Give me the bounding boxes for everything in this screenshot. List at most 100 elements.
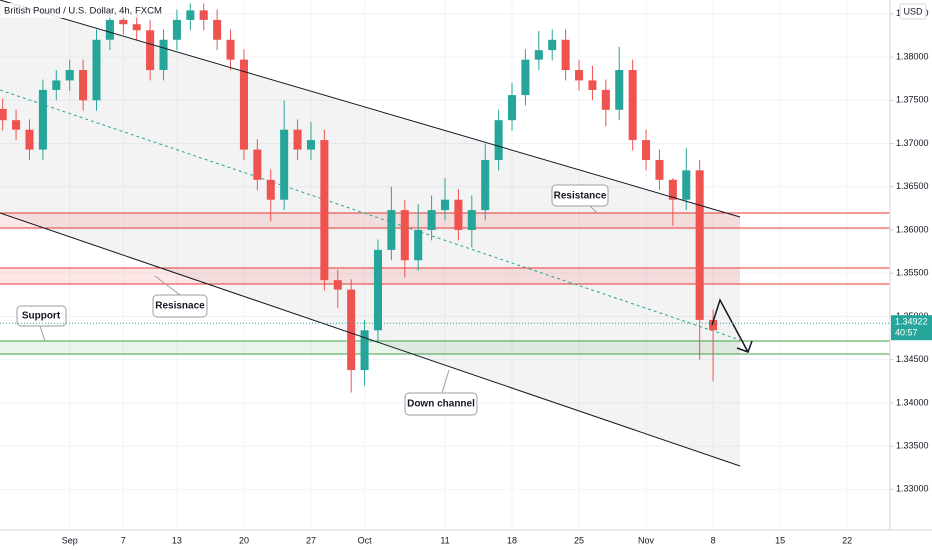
projection-arrow xyxy=(711,298,749,353)
candle-body xyxy=(306,140,315,150)
candle-body xyxy=(494,120,503,160)
candle-body xyxy=(65,70,74,81)
candle-body xyxy=(12,120,21,130)
candle-body xyxy=(132,24,141,31)
candle-body xyxy=(239,59,248,150)
candle-body xyxy=(400,210,409,261)
candle-body xyxy=(0,108,7,121)
candles xyxy=(0,3,718,393)
candle-body xyxy=(172,19,181,40)
y-tick-label: 1.33500 xyxy=(896,441,929,451)
candle-body xyxy=(79,70,88,101)
candle-body xyxy=(92,39,101,101)
candle-body xyxy=(682,170,691,200)
callout: Down channel xyxy=(404,369,478,416)
annotation: Support xyxy=(22,311,61,322)
candle-body xyxy=(655,159,664,180)
annotation: Resistance xyxy=(554,191,607,202)
candle-body xyxy=(119,19,128,25)
candle-body xyxy=(373,249,383,331)
annotation: Resisnace xyxy=(155,301,205,312)
candle-body xyxy=(105,19,114,40)
candle-body xyxy=(534,50,543,60)
y-tick-label: 1.37500 xyxy=(896,95,929,105)
channel-midline xyxy=(0,89,741,341)
currency-badge xyxy=(899,3,927,20)
candle-body xyxy=(548,39,557,51)
y-tick-label: 1.37000 xyxy=(896,138,929,148)
last-price-box xyxy=(891,315,932,341)
callout: Support xyxy=(16,305,67,342)
candle-body xyxy=(159,39,168,71)
candle-body xyxy=(668,179,677,200)
candle-body xyxy=(226,39,235,60)
candle-body xyxy=(695,170,704,320)
x-tick-label: 15 xyxy=(775,535,785,545)
x-tick-label: 27 xyxy=(306,535,316,545)
candle-body xyxy=(521,59,530,96)
chart-title: British Pound / U.S. Dollar, 4h, FXCM xyxy=(4,6,162,17)
candle-body xyxy=(266,179,275,200)
annotation: Down channel xyxy=(407,399,475,410)
x-tick-label: Oct xyxy=(358,535,373,545)
candle-body xyxy=(628,70,637,141)
y-tick-label: 1.34500 xyxy=(896,354,929,364)
x-tick-label: 20 xyxy=(239,535,249,545)
candle-body xyxy=(347,289,356,371)
candle-body xyxy=(280,129,289,200)
candle-body xyxy=(333,280,342,290)
channel-fill xyxy=(0,0,740,466)
candle-body xyxy=(146,30,155,71)
candle-body xyxy=(615,70,624,110)
last-price-label: 1.34922 xyxy=(895,317,928,327)
candle-body xyxy=(213,19,222,40)
title-bg xyxy=(1,3,137,18)
channel-lower xyxy=(0,212,741,467)
arrow-head xyxy=(736,340,753,353)
candle-body xyxy=(467,210,476,230)
y-tick-label: 1.36500 xyxy=(896,181,929,191)
candle-body xyxy=(199,10,208,20)
y-tick-label: 1.35500 xyxy=(896,268,929,278)
candle-body xyxy=(588,80,597,90)
candle-body xyxy=(414,229,423,261)
support-zone xyxy=(0,341,740,354)
candle-body xyxy=(52,80,61,90)
candle-body xyxy=(387,210,396,250)
x-tick-label: 22 xyxy=(842,535,852,545)
channel-upper xyxy=(0,0,741,218)
candle-body xyxy=(454,199,463,230)
y-tick-label: 1.36000 xyxy=(896,224,929,234)
y-tick-label: 1.34000 xyxy=(896,397,929,407)
candle-body xyxy=(561,39,570,71)
x-tick-label: Nov xyxy=(638,535,655,545)
currency: USD xyxy=(903,6,923,16)
candle-body xyxy=(427,210,436,230)
x-tick-label: 25 xyxy=(574,535,584,545)
candle-body xyxy=(25,129,34,150)
candle-body xyxy=(360,330,369,371)
callout: Resistance xyxy=(551,184,609,214)
candle-body xyxy=(601,89,610,110)
candle-body xyxy=(575,70,584,81)
candle-body xyxy=(642,140,651,160)
x-tick-label: 8 xyxy=(711,535,716,545)
candle-body xyxy=(38,89,47,150)
candle-body xyxy=(253,149,262,180)
candle-body xyxy=(709,319,718,331)
candle-body xyxy=(507,95,517,121)
callout: Resisnace xyxy=(152,275,208,318)
candle-body xyxy=(186,10,195,20)
y-tick-label: 1.38000 xyxy=(896,51,929,61)
x-tick-label: Sep xyxy=(62,535,78,545)
x-tick-label: 18 xyxy=(507,535,517,545)
candle-body xyxy=(293,129,302,150)
x-tick-label: 11 xyxy=(440,535,449,545)
candle-body xyxy=(481,159,490,211)
candle-body xyxy=(440,199,450,211)
candle-body xyxy=(320,140,329,281)
resistance-zone xyxy=(0,213,740,228)
